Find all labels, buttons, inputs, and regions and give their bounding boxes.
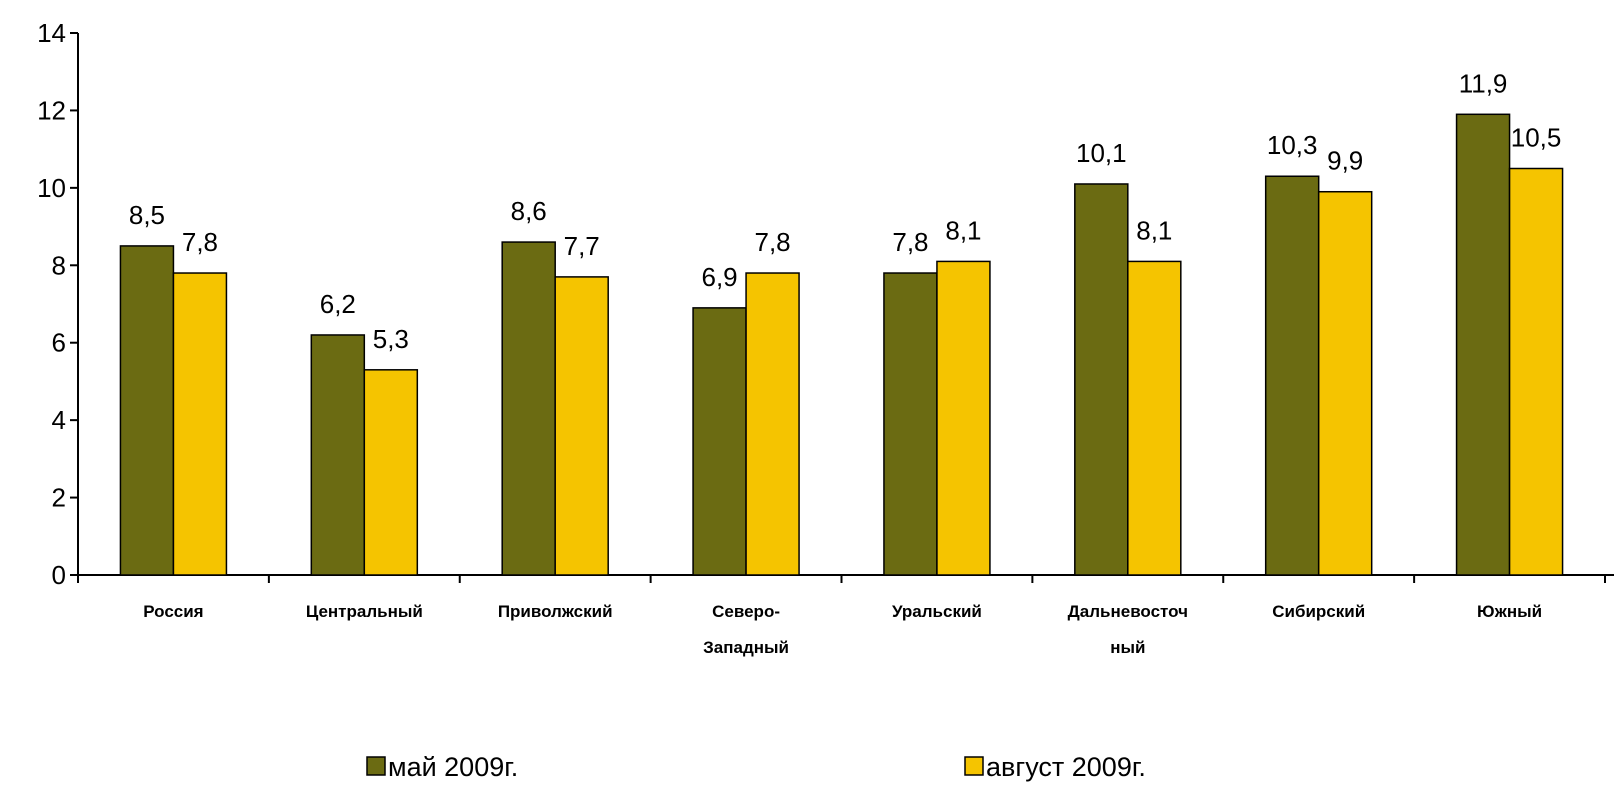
legend-swatch (964, 756, 984, 776)
x-tick-label: Дальневосточ (1068, 602, 1188, 621)
data-label: 9,9 (1327, 146, 1363, 176)
data-label: 6,2 (320, 289, 356, 319)
bar-may (1264, 175, 1320, 576)
legend-label: май 2009г. (388, 752, 518, 782)
data-label: 10,1 (1076, 138, 1127, 168)
x-tick-label: Южный (1477, 602, 1542, 621)
bar-august (172, 272, 228, 576)
x-tick-label: Северо- (712, 602, 780, 621)
bar-august (936, 260, 991, 576)
y-tick-label: 10 (37, 173, 66, 203)
y-tick-label: 12 (37, 95, 66, 125)
bar-may (883, 272, 938, 576)
chart-bars (119, 113, 1564, 576)
data-label: 7,8 (892, 227, 928, 257)
data-label: 7,8 (754, 227, 790, 257)
legend-label: август 2009г. (986, 752, 1146, 782)
bar-may (501, 241, 556, 576)
bar-august (1317, 190, 1373, 576)
y-tick-label: 8 (52, 250, 66, 280)
x-tick-label: Приволжский (498, 602, 613, 621)
chart-labels: 8,5 7,8 Россия 6,2 5,3 Центральный 8,6 7,7 Приво… (129, 68, 1562, 657)
y-tick-label: 4 (52, 405, 66, 435)
data-label: 10,3 (1267, 130, 1318, 160)
x-tick-label: Россия (143, 602, 203, 621)
bar-august (1508, 167, 1564, 576)
y-tick-label: 6 (52, 328, 66, 358)
bar-may (1455, 113, 1511, 576)
bar-august (554, 276, 609, 576)
y-tick-label: 0 (52, 560, 66, 590)
data-label: 8,1 (1136, 215, 1172, 245)
chart-legend: май 2009г. август 2009г. (366, 752, 1146, 782)
data-label: 8,5 (129, 200, 165, 230)
bar-august (745, 272, 800, 576)
bar-august (1127, 260, 1182, 576)
chart-axes: 0 2 4 6 8 10 12 14 (37, 18, 1614, 590)
x-tick-label: Сибирский (1272, 602, 1365, 621)
data-label: 6,9 (701, 262, 737, 292)
bar-august (363, 369, 419, 576)
bar-may (119, 245, 175, 576)
bar-may (1074, 183, 1129, 576)
data-label: 8,1 (945, 215, 981, 245)
data-label: 7,7 (564, 231, 600, 261)
data-label: 11,9 (1459, 68, 1508, 98)
data-label: 10,5 (1511, 123, 1562, 153)
x-tick-label: Уральский (892, 602, 982, 621)
bar-may (692, 307, 747, 576)
x-tick-label: Западный (703, 638, 789, 657)
data-label: 7,8 (182, 227, 218, 257)
legend-swatch (366, 756, 386, 776)
data-label: 5,3 (373, 324, 409, 354)
x-tick-label: ный (1110, 638, 1145, 657)
x-tick-label: Центральный (306, 602, 423, 621)
bar-may (310, 334, 366, 576)
y-tick-label: 14 (37, 18, 66, 48)
data-label: 8,6 (511, 196, 547, 226)
y-tick-label: 2 (52, 483, 66, 513)
